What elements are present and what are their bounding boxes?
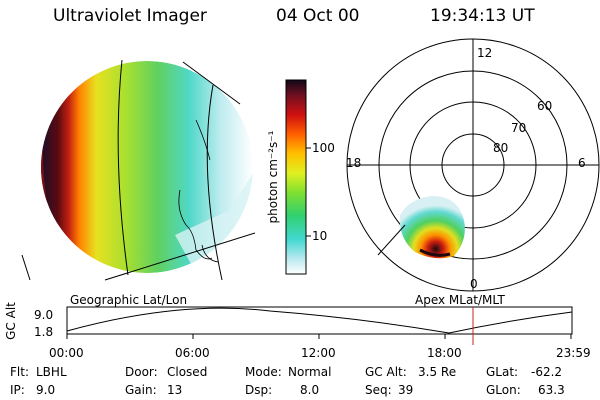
alt-xtick-1800: 18:00: [427, 346, 462, 360]
colorbar-tick-100: 100: [312, 141, 335, 155]
door-value: Closed: [167, 365, 208, 379]
seq-label: Seq:: [365, 383, 392, 397]
glat-label: GLat:: [486, 365, 519, 379]
seq-value: 39: [398, 383, 414, 397]
right-panel-title: Apex MLat/MLT: [415, 293, 505, 307]
lat-label-80: 80: [493, 141, 509, 155]
auroral-oval: [399, 196, 465, 259]
gain-value: 13: [167, 383, 183, 397]
mlt-label-6: 6: [578, 156, 586, 170]
door-label: Door:: [125, 365, 158, 379]
polar-plot: [346, 38, 600, 292]
filter-value: LBHL: [36, 365, 67, 379]
lat-label-70: 70: [511, 121, 527, 135]
alt-xtick-0600: 06:00: [175, 346, 210, 360]
mlt-label-12: 12: [477, 46, 493, 60]
altitude-plot: [66, 306, 573, 345]
date-label: 04 Oct 00: [276, 6, 360, 26]
mlt-label-18: 18: [346, 156, 362, 170]
time-label: 19:34:13 UT: [430, 6, 535, 26]
gc-alt-value: 3.5 Re: [418, 365, 457, 379]
alt-plot-ylabel: GC Alt: [4, 302, 18, 340]
instrument-title: Ultraviolet Imager: [53, 6, 207, 26]
ip-label: IP:: [10, 383, 25, 397]
colorbar-tick-10: 10: [312, 229, 328, 243]
colorbar-unit-label: photon cm⁻²s⁻¹: [266, 130, 280, 224]
alt-xtick-1200: 12:00: [301, 346, 336, 360]
alt-xtick-2359: 23:59: [556, 346, 591, 360]
gain-label: Gain:: [125, 383, 157, 397]
mlt-label-0: 0: [470, 277, 478, 291]
colorbar: [285, 79, 311, 275]
dsp-label: Dsp:: [245, 383, 273, 397]
glon-label: GLon:: [486, 383, 521, 397]
alt-ytick-9: 9.0: [34, 308, 54, 322]
filter-label: Flt:: [10, 365, 29, 379]
mode-label: Mode:: [245, 365, 282, 379]
gc-alt-label: GC Alt:: [365, 365, 407, 379]
glat-value: -62.2: [531, 365, 563, 379]
altitude-curve: [66, 307, 573, 334]
glon-value: 63.3: [538, 383, 565, 397]
alt-xtick-0000: 00:00: [49, 346, 84, 360]
left-panel-title: Geographic Lat/Lon: [70, 293, 188, 307]
dsp-value: 8.0: [300, 383, 320, 397]
mode-value: Normal: [288, 365, 332, 379]
lat-label-60: 60: [537, 99, 553, 113]
alt-ytick-1-8: 1.8: [34, 325, 54, 339]
earth-disk-image: [21, 59, 256, 281]
ip-value: 9.0: [36, 383, 56, 397]
